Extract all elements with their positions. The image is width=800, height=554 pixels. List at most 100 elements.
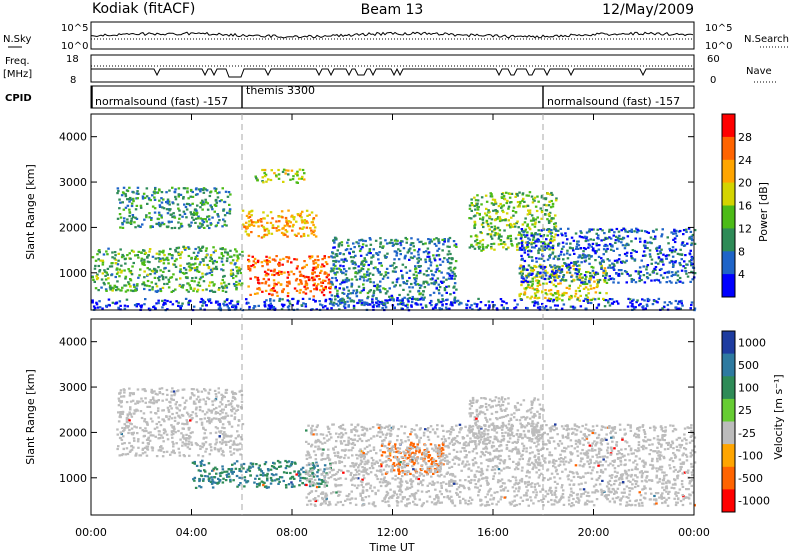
power-cell: [187, 203, 191, 206]
velocity-cell: [185, 433, 188, 436]
power-cell: [148, 212, 151, 215]
power-cell: [382, 303, 386, 306]
power-cell: [419, 269, 422, 272]
power-cell: [367, 268, 370, 271]
power-cell: [677, 307, 681, 310]
range-tick-label: 3000: [59, 176, 87, 189]
velocity-cell: [230, 453, 233, 456]
power-cell: [584, 239, 588, 243]
velocity-cell: [229, 450, 232, 453]
power-cell: [167, 280, 171, 283]
power-cell: [524, 217, 527, 220]
power-cell: [132, 197, 135, 200]
power-cell: [302, 234, 306, 237]
power-cell: [438, 307, 441, 310]
velocity-cell: [500, 478, 504, 481]
velocity-cell: [436, 452, 440, 455]
power-cell: [281, 298, 284, 301]
power-cell: [420, 240, 423, 243]
power-cell: [194, 247, 197, 251]
velocity-cell: [403, 432, 406, 435]
power-cell: [592, 266, 595, 269]
velocity-cell: [204, 428, 207, 432]
power-cell: [485, 219, 489, 222]
power-cell: [269, 211, 273, 214]
power-cell: [596, 282, 599, 285]
power-cell: [568, 266, 572, 269]
power-colorbar-tick: 16: [738, 200, 752, 213]
power-cell: [363, 257, 366, 260]
power-cell: [460, 302, 463, 305]
power-cell: [518, 248, 522, 251]
power-cell: [364, 259, 367, 262]
power-cell: [160, 216, 163, 219]
power-cell: [537, 249, 540, 252]
power-cell: [428, 302, 432, 305]
power-cell: [611, 302, 615, 305]
power-cell: [531, 280, 535, 283]
velocity-cell: [353, 434, 357, 437]
velocity-cell: [227, 400, 230, 403]
velocity-cell: [183, 401, 187, 404]
power-cell: [204, 273, 208, 276]
velocity-cell: [150, 401, 153, 404]
power-cell: [230, 299, 233, 303]
velocity-cell: [604, 426, 607, 429]
velocity-cell: [192, 400, 196, 403]
power-cell: [457, 303, 461, 306]
power-cell: [586, 296, 590, 299]
power-cell: [596, 285, 599, 288]
power-cell: [608, 230, 611, 233]
power-cell: [484, 212, 487, 215]
power-cell: [590, 274, 594, 277]
power-cell: [617, 258, 621, 261]
power-cell: [247, 234, 251, 237]
power-cell: [360, 289, 364, 293]
power-cell: [420, 296, 423, 299]
power-cell: [500, 235, 503, 238]
power-cell: [333, 295, 337, 298]
power-cell: [569, 247, 572, 250]
power-cell: [547, 219, 551, 222]
velocity-cell: [128, 392, 132, 395]
power-cell: [168, 253, 171, 256]
power-cell: [578, 254, 581, 257]
velocity-cell: [277, 478, 280, 481]
power-cell: [209, 204, 212, 207]
velocity-cell: [621, 437, 624, 440]
power-cell: [568, 271, 572, 274]
power-cell: [631, 303, 634, 306]
power-cell: [531, 287, 535, 290]
power-cell: [166, 299, 169, 303]
velocity-cell: [195, 398, 199, 401]
power-cell: [566, 271, 569, 274]
velocity-cell: [197, 469, 201, 472]
power-cell: [314, 299, 317, 303]
power-cell: [91, 301, 94, 304]
power-cell: [235, 280, 238, 284]
power-cell: [166, 200, 170, 203]
power-cell: [129, 279, 133, 282]
velocity-cell: [557, 444, 561, 447]
velocity-cell: [120, 400, 123, 403]
velocity-cell: [232, 392, 235, 396]
power-cell: [540, 229, 543, 232]
velocity-cell: [193, 462, 196, 465]
velocity-cell: [455, 424, 458, 427]
power-cell: [257, 287, 261, 290]
power-cell: [324, 305, 327, 308]
power-cell: [221, 278, 224, 282]
power-cell: [591, 269, 595, 272]
power-cell: [128, 208, 131, 211]
power-cell: [199, 261, 202, 264]
power-colorbar-tick: 12: [738, 222, 752, 235]
power-cell: [103, 269, 106, 272]
power-cell: [283, 224, 287, 227]
velocity-cell: [182, 454, 186, 457]
power-cell: [690, 301, 694, 304]
power-cell: [340, 258, 344, 261]
power-cell: [197, 215, 200, 218]
power-cell: [143, 249, 146, 252]
power-cell: [658, 246, 661, 249]
power-cell: [659, 260, 662, 263]
